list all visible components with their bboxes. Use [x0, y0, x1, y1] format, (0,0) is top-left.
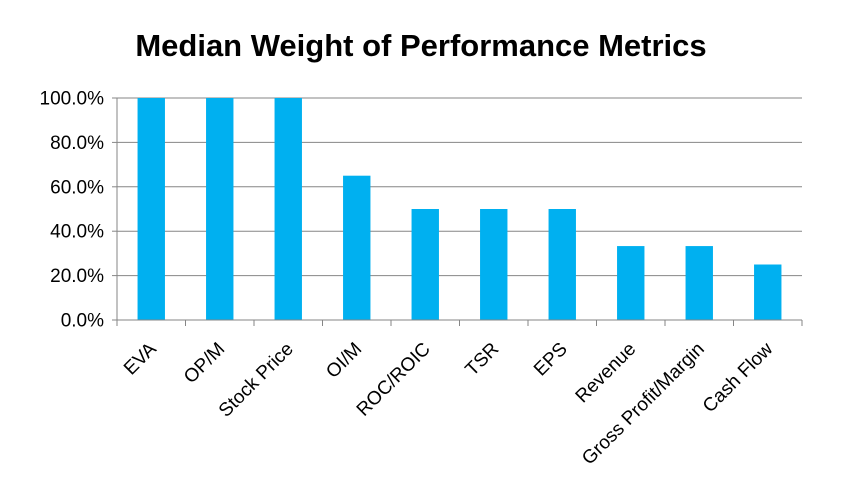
x-tick-label: OP/M	[180, 339, 229, 388]
chart-title: Median Weight of Performance Metrics	[135, 28, 707, 63]
y-tick-label: 40.0%	[50, 222, 104, 243]
y-tick-label: 100.0%	[40, 89, 105, 110]
bar	[137, 98, 165, 320]
y-tick-label: 80.0%	[50, 133, 104, 154]
bar	[411, 209, 439, 320]
x-tick-label: EVA	[120, 338, 161, 379]
bar	[754, 264, 782, 320]
axes	[112, 97, 803, 326]
bar	[548, 209, 576, 320]
bar	[617, 246, 645, 320]
bar	[343, 175, 371, 320]
bar	[480, 209, 508, 320]
x-tick-label: Revenue	[572, 339, 641, 408]
y-tick-label: 20.0%	[50, 266, 104, 287]
bar	[206, 98, 234, 320]
x-tick-label: TSR	[462, 339, 504, 381]
x-tick-label: Stock Price	[215, 339, 298, 422]
x-tick-label: EPS	[530, 339, 572, 381]
y-tick-label: 0.0%	[61, 311, 104, 332]
bar	[274, 98, 302, 320]
y-tick-labels: 0.0% 20.0% 40.0% 60.0% 80.0% 100.0%	[40, 89, 105, 332]
y-tick-label: 60.0%	[50, 177, 104, 198]
x-tick-label: OI/M	[322, 339, 366, 383]
x-tick-label: Cash Flow	[699, 338, 778, 417]
bar	[685, 246, 713, 320]
x-tick-label: ROC/ROIC	[353, 339, 435, 421]
bars	[137, 98, 782, 320]
x-tick-label: Gross Profit/Margin	[578, 339, 709, 470]
